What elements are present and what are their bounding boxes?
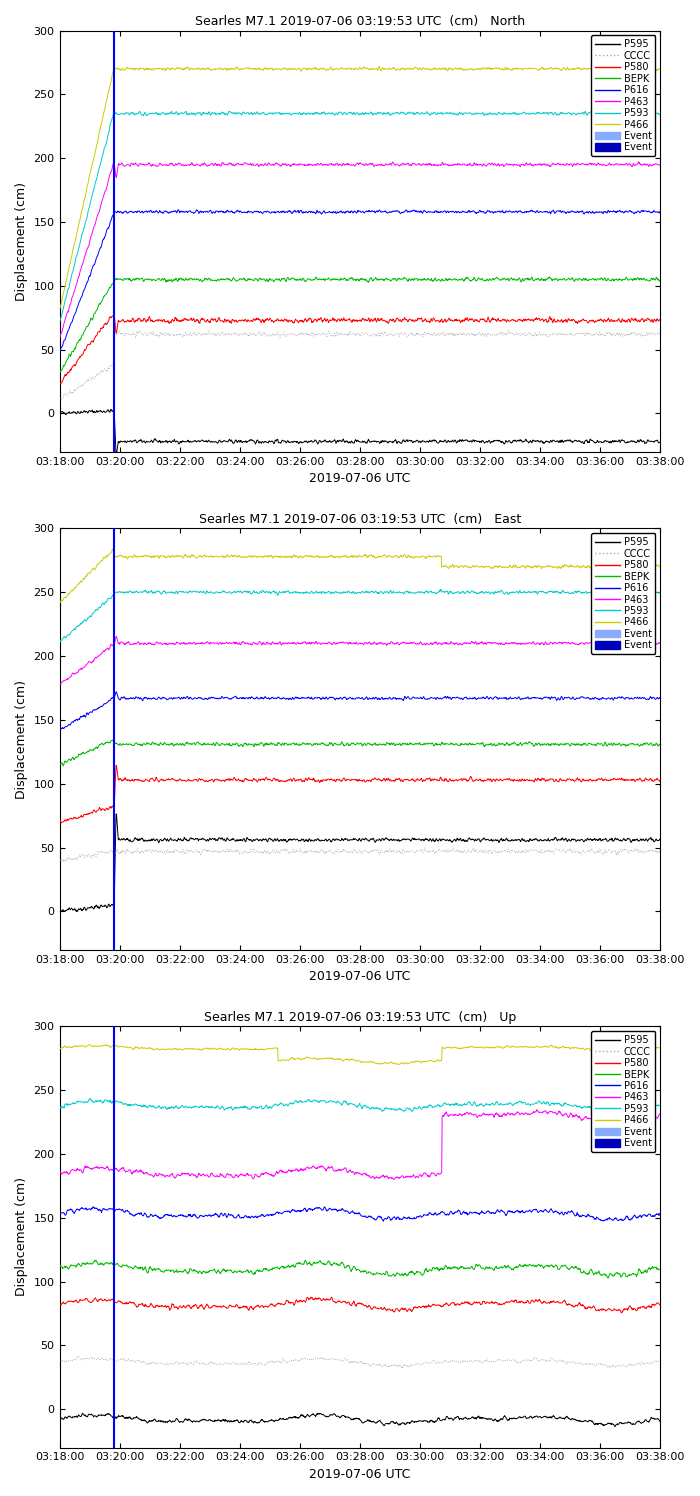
X-axis label: 2019-07-06 UTC: 2019-07-06 UTC bbox=[309, 969, 411, 983]
Legend: P595, CCCC, P580, BEPK, P616, P463, P593, P466, Event, Event: P595, CCCC, P580, BEPK, P616, P463, P593… bbox=[592, 36, 655, 156]
Y-axis label: Displacement (cm): Displacement (cm) bbox=[15, 181, 28, 301]
Title: Searles M7.1 2019-07-06 03:19:53 UTC  (cm)   North: Searles M7.1 2019-07-06 03:19:53 UTC (cm… bbox=[195, 15, 525, 28]
Title: Searles M7.1 2019-07-06 03:19:53 UTC  (cm)   Up: Searles M7.1 2019-07-06 03:19:53 UTC (cm… bbox=[204, 1011, 516, 1023]
Legend: P595, CCCC, P580, BEPK, P616, P463, P593, P466, Event, Event: P595, CCCC, P580, BEPK, P616, P463, P593… bbox=[592, 1031, 655, 1152]
Legend: P595, CCCC, P580, BEPK, P616, P463, P593, P466, Event, Event: P595, CCCC, P580, BEPK, P616, P463, P593… bbox=[592, 534, 655, 654]
Y-axis label: Displacement (cm): Displacement (cm) bbox=[15, 1177, 28, 1297]
Title: Searles M7.1 2019-07-06 03:19:53 UTC  (cm)   East: Searles M7.1 2019-07-06 03:19:53 UTC (cm… bbox=[199, 513, 521, 527]
X-axis label: 2019-07-06 UTC: 2019-07-06 UTC bbox=[309, 473, 411, 485]
X-axis label: 2019-07-06 UTC: 2019-07-06 UTC bbox=[309, 1468, 411, 1481]
Y-axis label: Displacement (cm): Displacement (cm) bbox=[15, 679, 28, 799]
